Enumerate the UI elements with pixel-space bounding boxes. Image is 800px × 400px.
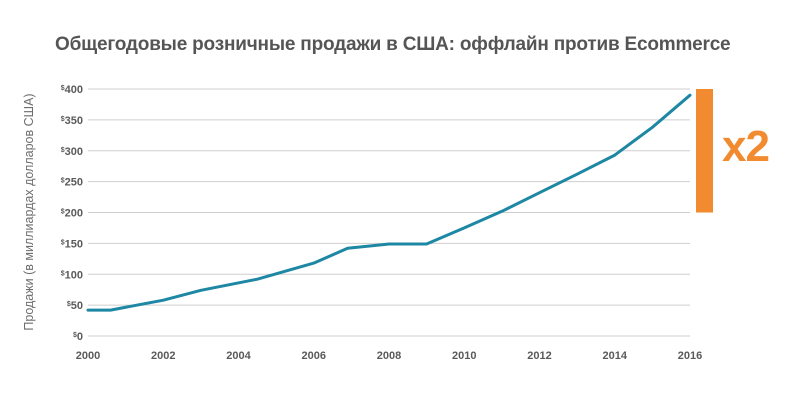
x-tick-label-2008: 2008: [377, 350, 401, 362]
y-tick-prefix: $: [73, 332, 77, 339]
y-tick-prefix: $: [61, 147, 65, 154]
y-tick-prefix: $: [61, 116, 65, 123]
series: [86, 93, 692, 312]
y-tick-value: 50: [71, 300, 83, 312]
annotation: [696, 89, 713, 213]
y-tick-value: 250: [65, 177, 83, 189]
x-tick-label-2006: 2006: [302, 350, 326, 362]
y-tick-label-250: $250: [61, 177, 83, 189]
grid: [88, 88, 690, 337]
chart-title: Общегодовые розничные продажи в США: офф…: [55, 34, 731, 55]
y-tick-label-400: $400: [61, 84, 83, 96]
annotation-label: x2: [722, 122, 770, 171]
y-tick-prefix: $: [61, 270, 65, 277]
y-tick-value: 150: [65, 238, 83, 250]
y-tick-prefix: $: [61, 209, 65, 216]
y-tick-value: 400: [65, 84, 83, 96]
y-tick-value: 100: [65, 269, 83, 281]
y-tick-label-100: $100: [61, 269, 83, 281]
y-tick-label-300: $300: [61, 146, 83, 158]
x-tick-label-2002: 2002: [151, 350, 175, 362]
y-tick-value: 0: [77, 331, 83, 343]
x-tick-label-2000: 2000: [76, 350, 100, 362]
y-tick-label-50: $50: [67, 300, 83, 312]
x-tick-label-2004: 2004: [226, 350, 251, 362]
y-tick-prefix: $: [61, 178, 65, 185]
x-tick-label-2010: 2010: [452, 350, 476, 362]
y-tick-value: 200: [65, 208, 83, 220]
y-tick-label-150: $150: [61, 238, 83, 250]
y-tick-prefix: $: [61, 85, 65, 92]
y-tick-label-200: $200: [61, 208, 83, 220]
y-tick-prefix: $: [67, 301, 71, 308]
series-line-0: [86, 93, 692, 312]
annotation-bar: [696, 89, 713, 213]
y-tick-label-350: $350: [61, 115, 83, 127]
x-tick-label-2012: 2012: [527, 350, 551, 362]
x-tick-label-2014: 2014: [603, 350, 628, 362]
y-tick-value: 300: [65, 146, 83, 158]
y-tick-value: 350: [65, 115, 83, 127]
y-tick-label-0: $0: [73, 331, 83, 343]
x-tick-label-2016: 2016: [678, 350, 702, 362]
y-tick-prefix: $: [61, 239, 65, 246]
